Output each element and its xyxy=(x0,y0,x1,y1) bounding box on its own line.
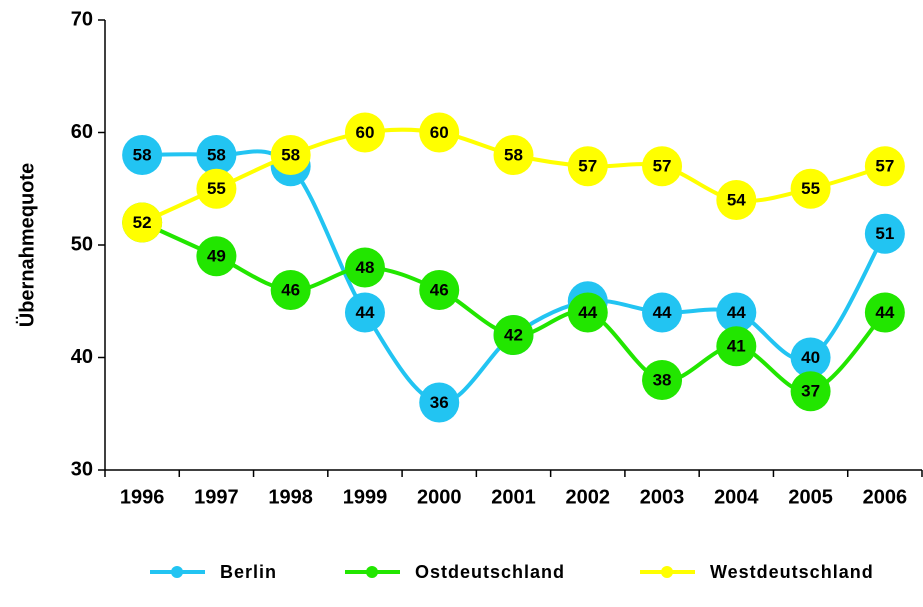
data-label: 46 xyxy=(430,280,449,299)
data-label: 44 xyxy=(875,303,894,322)
y-tick-label: 50 xyxy=(71,233,93,255)
data-label: 57 xyxy=(578,157,597,176)
data-label: 58 xyxy=(207,145,226,164)
data-label: 49 xyxy=(207,247,226,266)
x-tick-label: 1996 xyxy=(120,486,165,508)
data-label: 44 xyxy=(653,303,672,322)
marker xyxy=(567,146,608,187)
marker xyxy=(864,213,905,254)
marker xyxy=(790,168,831,209)
x-tick-label: 1999 xyxy=(343,486,388,508)
x-tick-label: 2006 xyxy=(863,486,908,508)
marker xyxy=(493,135,534,175)
legend-label: Berlin xyxy=(220,562,277,582)
marker xyxy=(419,270,460,310)
x-tick-label: 2000 xyxy=(417,486,462,508)
x-tick-label: 2003 xyxy=(640,486,685,508)
marker xyxy=(122,202,163,243)
marker xyxy=(344,292,385,333)
data-label: 51 xyxy=(875,224,894,243)
data-label: 41 xyxy=(727,337,746,356)
data-label: 44 xyxy=(727,303,746,322)
data-label: 60 xyxy=(355,123,374,142)
data-label: 40 xyxy=(801,348,820,367)
y-tick-label: 40 xyxy=(71,346,93,368)
marker xyxy=(642,146,683,187)
data-label: 52 xyxy=(133,213,152,232)
data-label: 42 xyxy=(504,325,523,344)
marker xyxy=(864,146,905,187)
x-tick-label: 2005 xyxy=(788,486,833,508)
data-label: 44 xyxy=(355,303,374,322)
x-tick-label: 2002 xyxy=(566,486,611,508)
data-label: 54 xyxy=(727,190,746,209)
data-label: 37 xyxy=(801,382,820,401)
marker xyxy=(270,135,311,175)
marker xyxy=(122,135,163,175)
data-label: 48 xyxy=(355,258,374,277)
marker xyxy=(344,247,385,288)
legend-marker xyxy=(171,566,183,578)
marker xyxy=(716,180,757,220)
y-tick-label: 60 xyxy=(71,121,93,143)
series-line xyxy=(141,220,887,394)
data-label: 55 xyxy=(207,179,226,198)
marker xyxy=(419,112,460,153)
data-label: 44 xyxy=(578,303,597,322)
marker xyxy=(344,112,385,153)
data-label: 58 xyxy=(281,145,300,164)
legend-label: Westdeutschland xyxy=(710,562,874,582)
data-label: 55 xyxy=(801,179,820,198)
data-label: 57 xyxy=(875,157,894,176)
y-axis-label: Übernahmequote xyxy=(15,163,38,327)
data-label: 58 xyxy=(133,145,152,164)
legend-marker xyxy=(366,566,378,578)
x-tick-label: 1998 xyxy=(268,486,313,508)
marker xyxy=(270,270,311,310)
marker xyxy=(642,292,683,333)
marker xyxy=(716,292,757,333)
data-label: 57 xyxy=(653,157,672,176)
marker xyxy=(419,382,460,423)
data-label: 38 xyxy=(653,370,672,389)
marker xyxy=(196,236,237,277)
data-label: 60 xyxy=(430,123,449,142)
marker xyxy=(196,135,237,175)
marker xyxy=(864,292,905,333)
y-tick-label: 30 xyxy=(71,458,93,480)
data-label: 58 xyxy=(504,145,523,164)
marker xyxy=(716,326,757,367)
marker xyxy=(790,371,831,412)
data-label: 36 xyxy=(430,393,449,412)
x-tick-label: 2001 xyxy=(491,486,536,508)
data-label: 46 xyxy=(281,280,300,299)
marker xyxy=(790,337,831,378)
marker xyxy=(493,315,534,355)
y-tick-label: 70 xyxy=(71,8,93,30)
x-tick-label: 2004 xyxy=(714,486,759,508)
x-tick-label: 1997 xyxy=(194,486,239,508)
legend-marker xyxy=(661,566,673,578)
marker xyxy=(196,168,237,209)
marker xyxy=(642,360,683,400)
marker xyxy=(567,292,608,333)
legend-label: Ostdeutschland xyxy=(415,562,565,582)
